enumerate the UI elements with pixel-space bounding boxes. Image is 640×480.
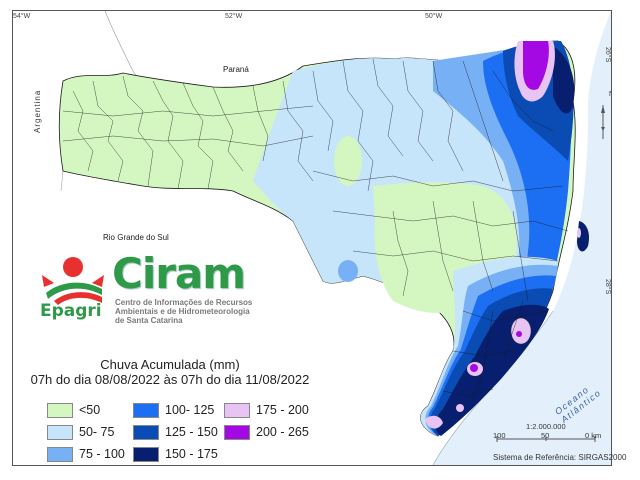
legend-swatch <box>47 424 73 440</box>
label-argentina: Argentina <box>33 89 42 133</box>
legend-title-line2: 07h do dia 08/08/2022 às 07h do dia 11/0… <box>30 372 310 387</box>
legend-item-175-200: 175 - 200 <box>224 402 309 418</box>
legend-swatch <box>133 424 159 440</box>
zone-200-265-north <box>523 41 549 90</box>
scale-bar <box>496 436 596 442</box>
lat-tick-28s: 28°S <box>604 279 611 295</box>
ocean-area <box>433 11 611 465</box>
legend-swatch <box>47 446 73 462</box>
legend-item-150-175: 150 - 175 <box>133 446 218 462</box>
logo-emblem-icon <box>42 257 104 305</box>
logo-epagri-text: Epagri <box>40 301 102 321</box>
logo-subtitle: Centro de Informações de Recursos Ambien… <box>115 298 253 325</box>
scale-tick-0km: 0 km <box>585 431 602 440</box>
legend-item-200-265: 200 - 265 <box>224 424 309 440</box>
rainfall-map <box>58 11 611 465</box>
epagri-ciram-logo: Ciram Epagri Centro de Informações de Re… <box>40 249 270 333</box>
lat-tick-26s: 26°S <box>604 47 611 63</box>
scale-tick-50: 50 <box>541 431 550 440</box>
legend-swatch <box>224 424 250 440</box>
legend-item-75-100: 75 - 100 <box>47 446 125 462</box>
municipal-boundaries <box>62 58 569 402</box>
north-arrow-label: N <box>609 91 611 98</box>
legend-item-125-150: 125 - 150 <box>133 424 218 440</box>
logo-ciram-text: Ciram <box>112 249 246 298</box>
scale-tick-100: 100 <box>493 431 506 440</box>
lon-tick-52w: 52°W <box>225 13 243 20</box>
legend-item-100-125: 100- 125 <box>133 402 214 418</box>
legend-title: Chuva Acumulada (mm) 07h do dia 08/08/20… <box>20 357 320 387</box>
legend-item-50-75: 50- 75 <box>47 424 114 440</box>
legend-swatch <box>47 402 73 418</box>
legend-title-line1: Chuva Acumulada (mm) <box>100 357 240 372</box>
legend-swatch <box>133 446 159 462</box>
label-rio-grande-do-sul: Rio Grande do Sul <box>103 233 169 242</box>
legend-item-lt50: <50 <box>47 402 100 418</box>
lon-tick-54w: 54°W <box>13 13 31 20</box>
map-frame: 54°W 52°W 50°W 26°S 28°S Paraná Argentin… <box>12 10 612 466</box>
reference-system: Sistema de Referência: SIRGAS2000 <box>493 453 627 462</box>
legend-swatch <box>224 402 250 418</box>
lon-tick-50w: 50°W <box>425 13 443 20</box>
label-parana: Paraná <box>223 65 249 74</box>
north-arrow <box>601 105 605 139</box>
legend-swatch <box>133 402 159 418</box>
scale-ratio: 1:2.000.000 <box>526 422 566 431</box>
